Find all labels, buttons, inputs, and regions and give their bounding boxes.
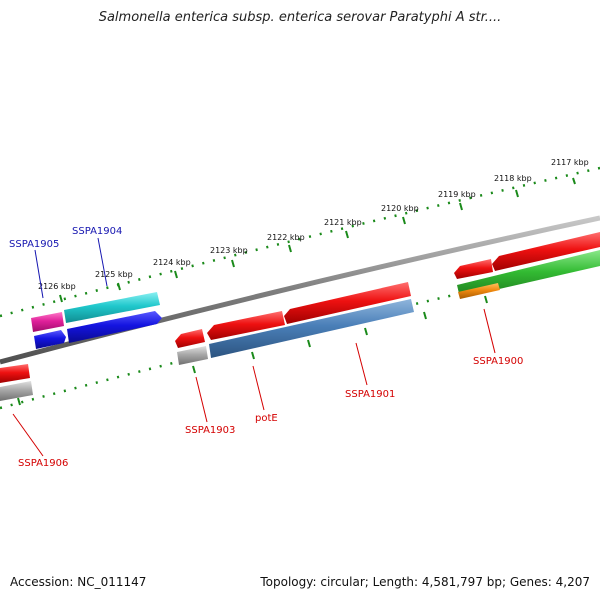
- gene-feature-red-1903[interactable]: [175, 329, 205, 348]
- tick-label-2125: 2125 kbp: [95, 270, 133, 279]
- tick-label-2123: 2123 kbp: [210, 246, 248, 255]
- gene-feature-blue-small[interactable]: [34, 330, 66, 349]
- gene-label-sspa1901[interactable]: SSPA1901: [345, 389, 395, 400]
- gene-feature-cyan[interactable]: [64, 292, 160, 323]
- tick-label-2119: 2119 kbp: [438, 190, 476, 199]
- genome-stats-text: Topology: circular; Length: 4,581,797 bp…: [260, 575, 590, 589]
- outer-tick-ring: [0, 166, 600, 318]
- gene-feature-gray-1903[interactable]: [177, 346, 208, 365]
- gene-label-sspa1900[interactable]: SSPA1900: [473, 356, 523, 367]
- gene-label-sspa1906[interactable]: SSPA1906: [18, 458, 68, 469]
- tick-label-2121: 2121 kbp: [324, 218, 362, 227]
- tick-label-2124: 2124 kbp: [153, 258, 191, 267]
- gene-feature-gray-edge[interactable]: [0, 381, 33, 401]
- genome-backbone: [0, 215, 600, 365]
- gene-feature-blue-large[interactable]: [67, 311, 162, 343]
- tick-label-2118: 2118 kbp: [494, 174, 532, 183]
- tick-label-2117: 2117 kbp: [551, 158, 589, 167]
- gene-feature-red-1900[interactable]: [454, 259, 493, 279]
- gene-label-sspa1904[interactable]: SSPA1904: [72, 226, 122, 237]
- tick-label-2126: 2126 kbp: [38, 282, 76, 291]
- gene-label-sspa1903[interactable]: SSPA1903: [185, 425, 235, 436]
- gene-feature-steel-1901[interactable]: [209, 299, 414, 358]
- gene-feature-red-pote[interactable]: [207, 311, 285, 340]
- tick-label-2120: 2120 kbp: [381, 204, 419, 213]
- gene-feature-red-right[interactable]: [492, 232, 600, 271]
- tick-label-2122: 2122 kbp: [267, 233, 305, 242]
- gene-feature-magenta[interactable]: [31, 312, 64, 332]
- gene-label-sspa1905[interactable]: SSPA1905: [9, 239, 59, 250]
- gene-feature-red-1901[interactable]: [284, 282, 411, 324]
- gene-feature-red-edge[interactable]: [0, 364, 30, 383]
- gene-feature-orange[interactable]: [458, 283, 500, 299]
- accession-text: Accession: NC_011147: [10, 575, 147, 589]
- map-title: Salmonella enterica subsp. enterica sero…: [98, 10, 502, 25]
- gene-label-pote[interactable]: potE: [255, 413, 278, 424]
- label-leader-lines: [12, 237, 496, 457]
